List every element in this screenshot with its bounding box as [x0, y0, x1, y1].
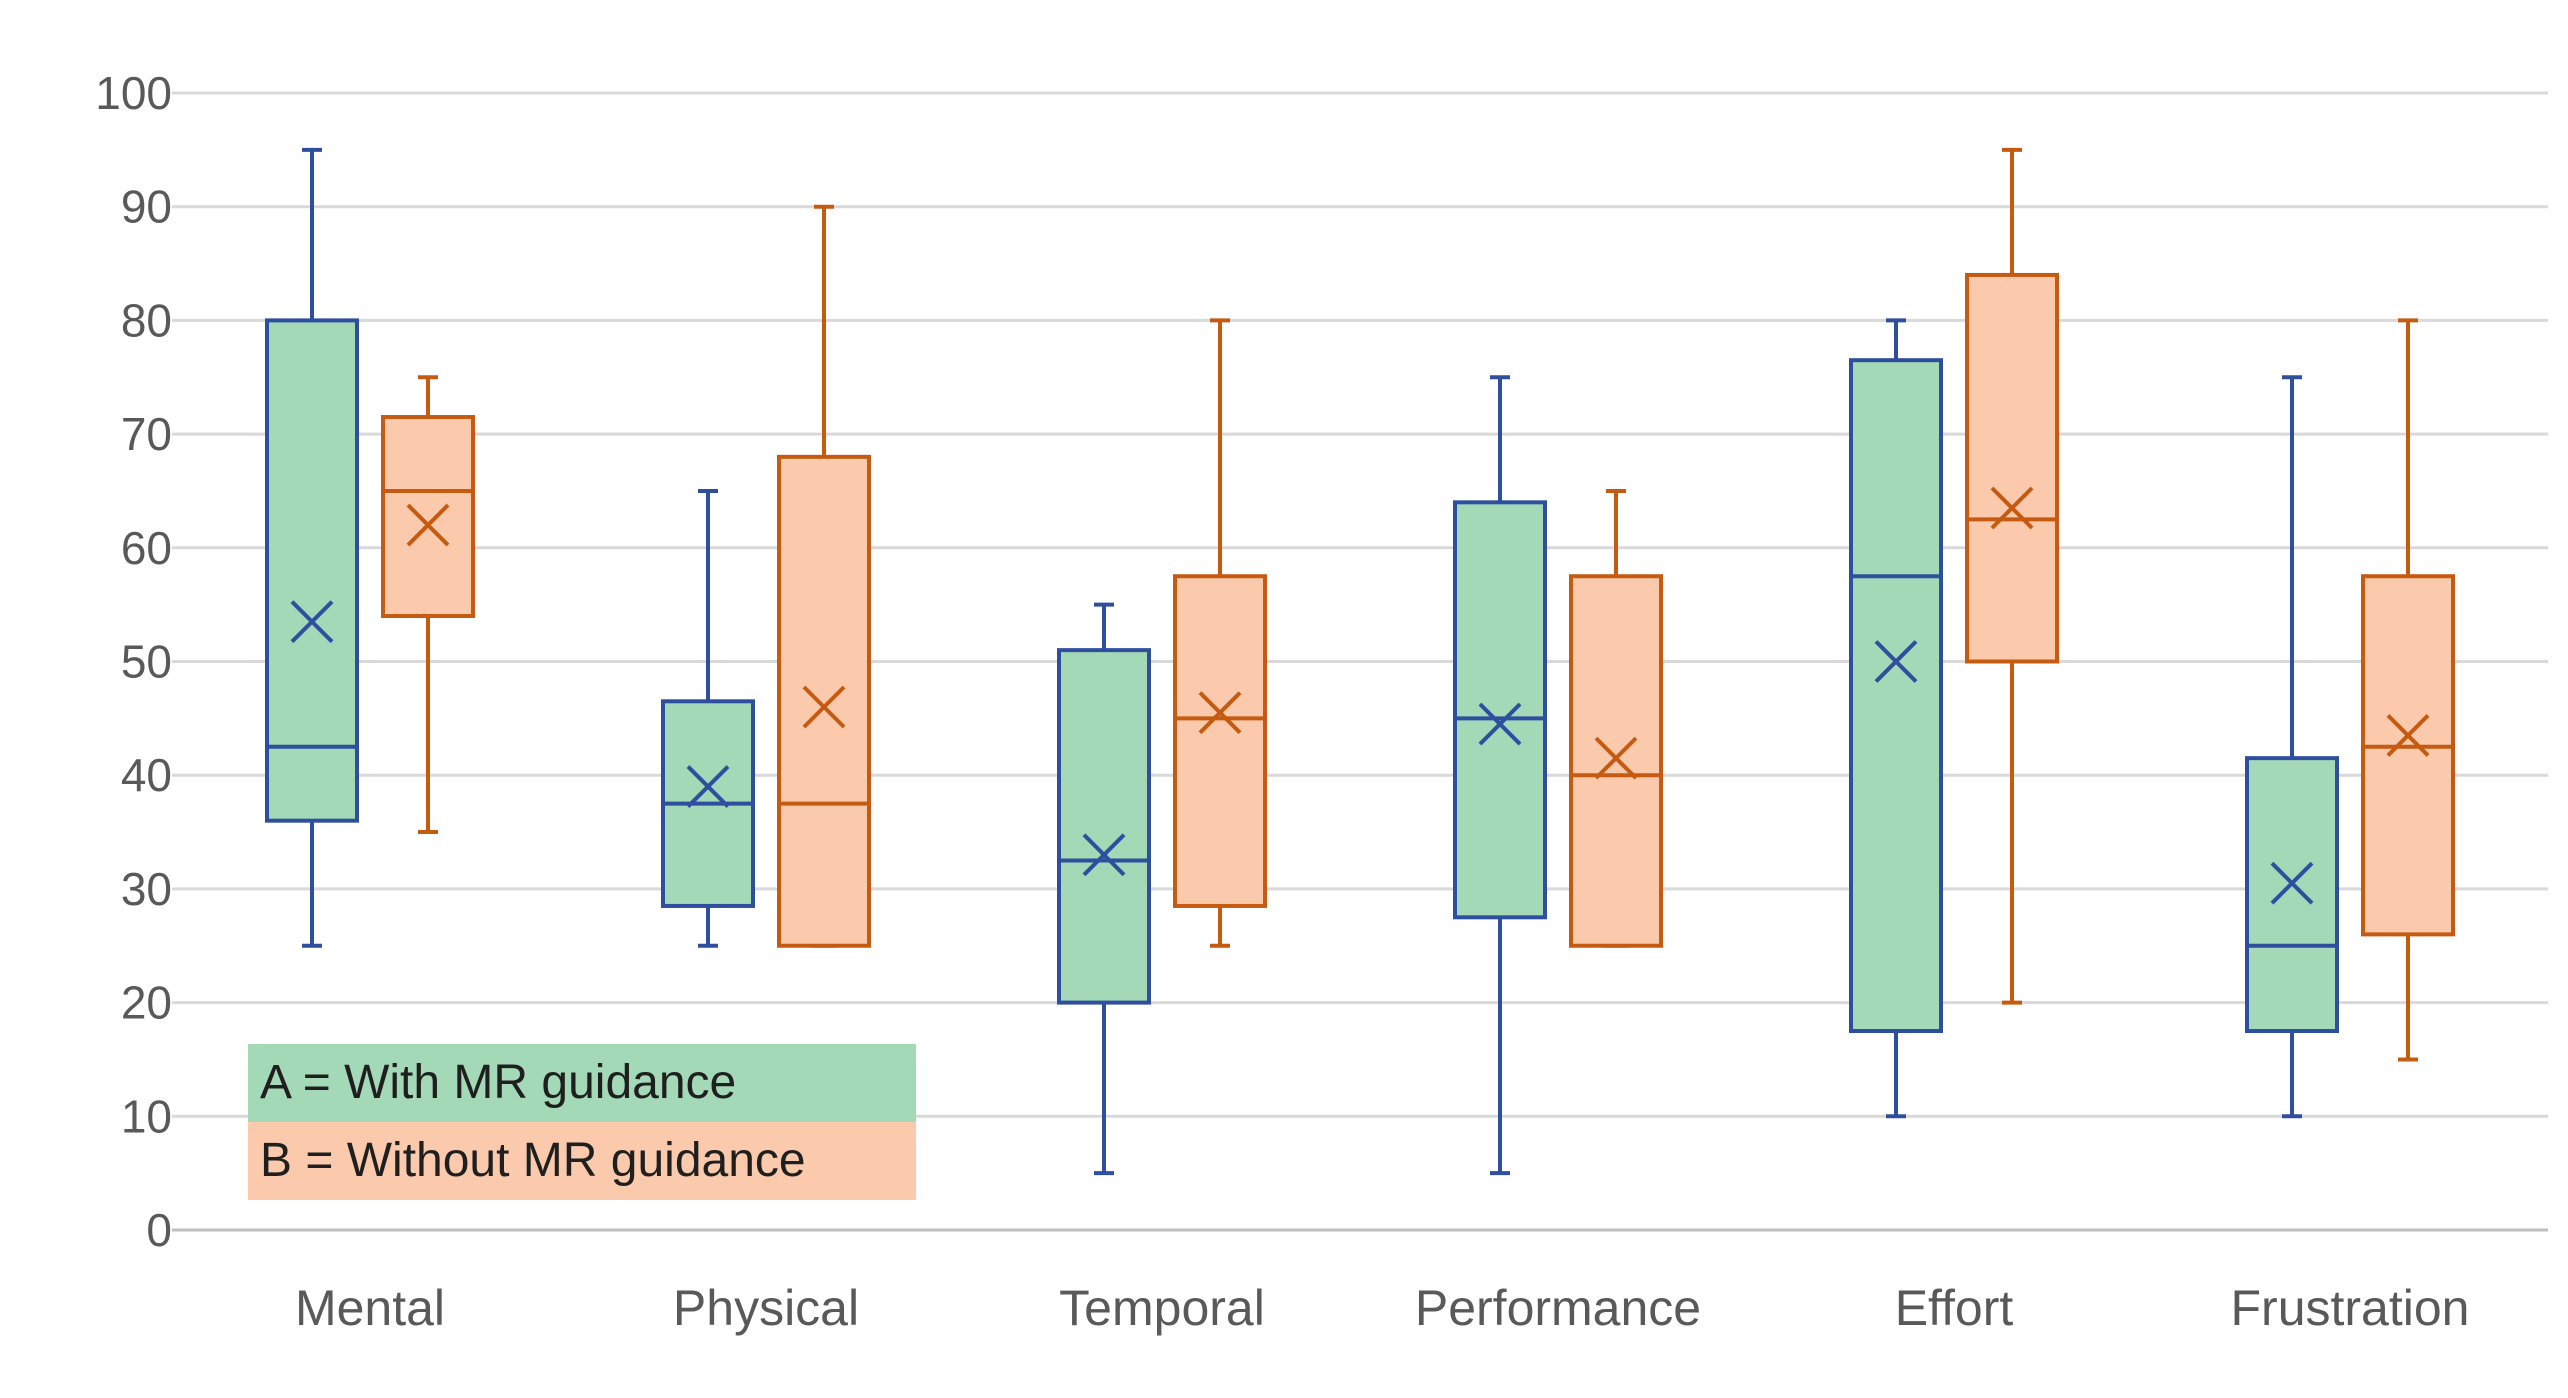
y-tick-label-20: 20 [121, 977, 172, 1029]
x-tick-label-frustration: Frustration [2231, 1280, 2470, 1336]
mean-marker-stroke-2 [802, 685, 846, 729]
box-effort-b [1965, 147, 2059, 1005]
x-tick-label-effort: Effort [1895, 1280, 2014, 1336]
box-iqr [265, 318, 359, 823]
legend-label-a: A = With MR guidance [260, 1056, 736, 1109]
x-tick-label-performance: Performance [1415, 1280, 1701, 1336]
legend-label-b: B = Without MR guidance [260, 1134, 806, 1187]
box-iqr [1173, 574, 1267, 908]
y-tick-label-40: 40 [121, 749, 172, 801]
box-iqr [777, 454, 871, 948]
boxes-layer [265, 147, 2455, 1176]
box-mental-a [265, 147, 359, 948]
mean-marker-stroke-2 [1990, 486, 2034, 530]
legend-swatch-b [248, 1122, 916, 1200]
box-iqr [2245, 756, 2339, 1034]
mean-marker-stroke-2 [1478, 702, 1522, 746]
box-iqr [1569, 574, 1663, 948]
box-iqr [1453, 500, 1547, 920]
legend-swatch-a [248, 1044, 916, 1122]
mean-marker-stroke-2 [1198, 691, 1242, 735]
y-axis-tick-labels: 0 10 20 30 40 50 60 70 80 90 100 [95, 67, 172, 1256]
mean-marker-stroke-2 [1874, 640, 1918, 683]
mean-marker-stroke-2 [290, 600, 334, 644]
mean-marker-stroke-2 [686, 765, 730, 808]
box-temporal-a [1057, 602, 1151, 1176]
y-tick-label-60: 60 [121, 522, 172, 574]
y-tick-label-90: 90 [121, 181, 172, 233]
y-tick-label-10: 10 [121, 1090, 172, 1142]
y-tick-label-30: 30 [121, 863, 172, 915]
x-axis-category-labels: Mental Physical Temporal Performance Effort F… [295, 1280, 2470, 1336]
mean-marker-stroke-2 [2270, 861, 2314, 905]
mean-marker-stroke-2 [1082, 833, 1126, 877]
box-effort-a [1849, 318, 1943, 1119]
x-tick-label-mental: Mental [295, 1280, 445, 1336]
box-performance-a [1453, 375, 1547, 1176]
box-mental-b [381, 375, 475, 835]
box-iqr [1965, 272, 2059, 664]
box-iqr [1849, 358, 1943, 1034]
box-frustration-b [2361, 318, 2455, 1062]
box-frustration-a [2245, 375, 2339, 1119]
box-iqr [1057, 648, 1151, 1005]
y-tick-label-100: 100 [95, 67, 172, 119]
y-tick-label-0: 0 [146, 1204, 172, 1256]
x-tick-label-temporal: Temporal [1059, 1280, 1265, 1336]
y-tick-label-50: 50 [121, 636, 172, 688]
y-tick-label-80: 80 [121, 294, 172, 346]
box-iqr [381, 415, 475, 619]
box-physical-a [661, 488, 755, 948]
legend: A = With MR guidance B = Without MR guida… [248, 1044, 916, 1200]
box-temporal-b [1173, 318, 1267, 948]
mean-marker-stroke-2 [1594, 736, 1638, 780]
y-tick-label-70: 70 [121, 408, 172, 460]
box-iqr [2361, 574, 2455, 937]
box-physical-b [777, 204, 871, 948]
box-performance-b [1569, 488, 1663, 948]
x-tick-label-physical: Physical [673, 1280, 859, 1336]
mean-marker-stroke-2 [2386, 713, 2430, 757]
mean-marker-stroke-2 [406, 503, 450, 547]
